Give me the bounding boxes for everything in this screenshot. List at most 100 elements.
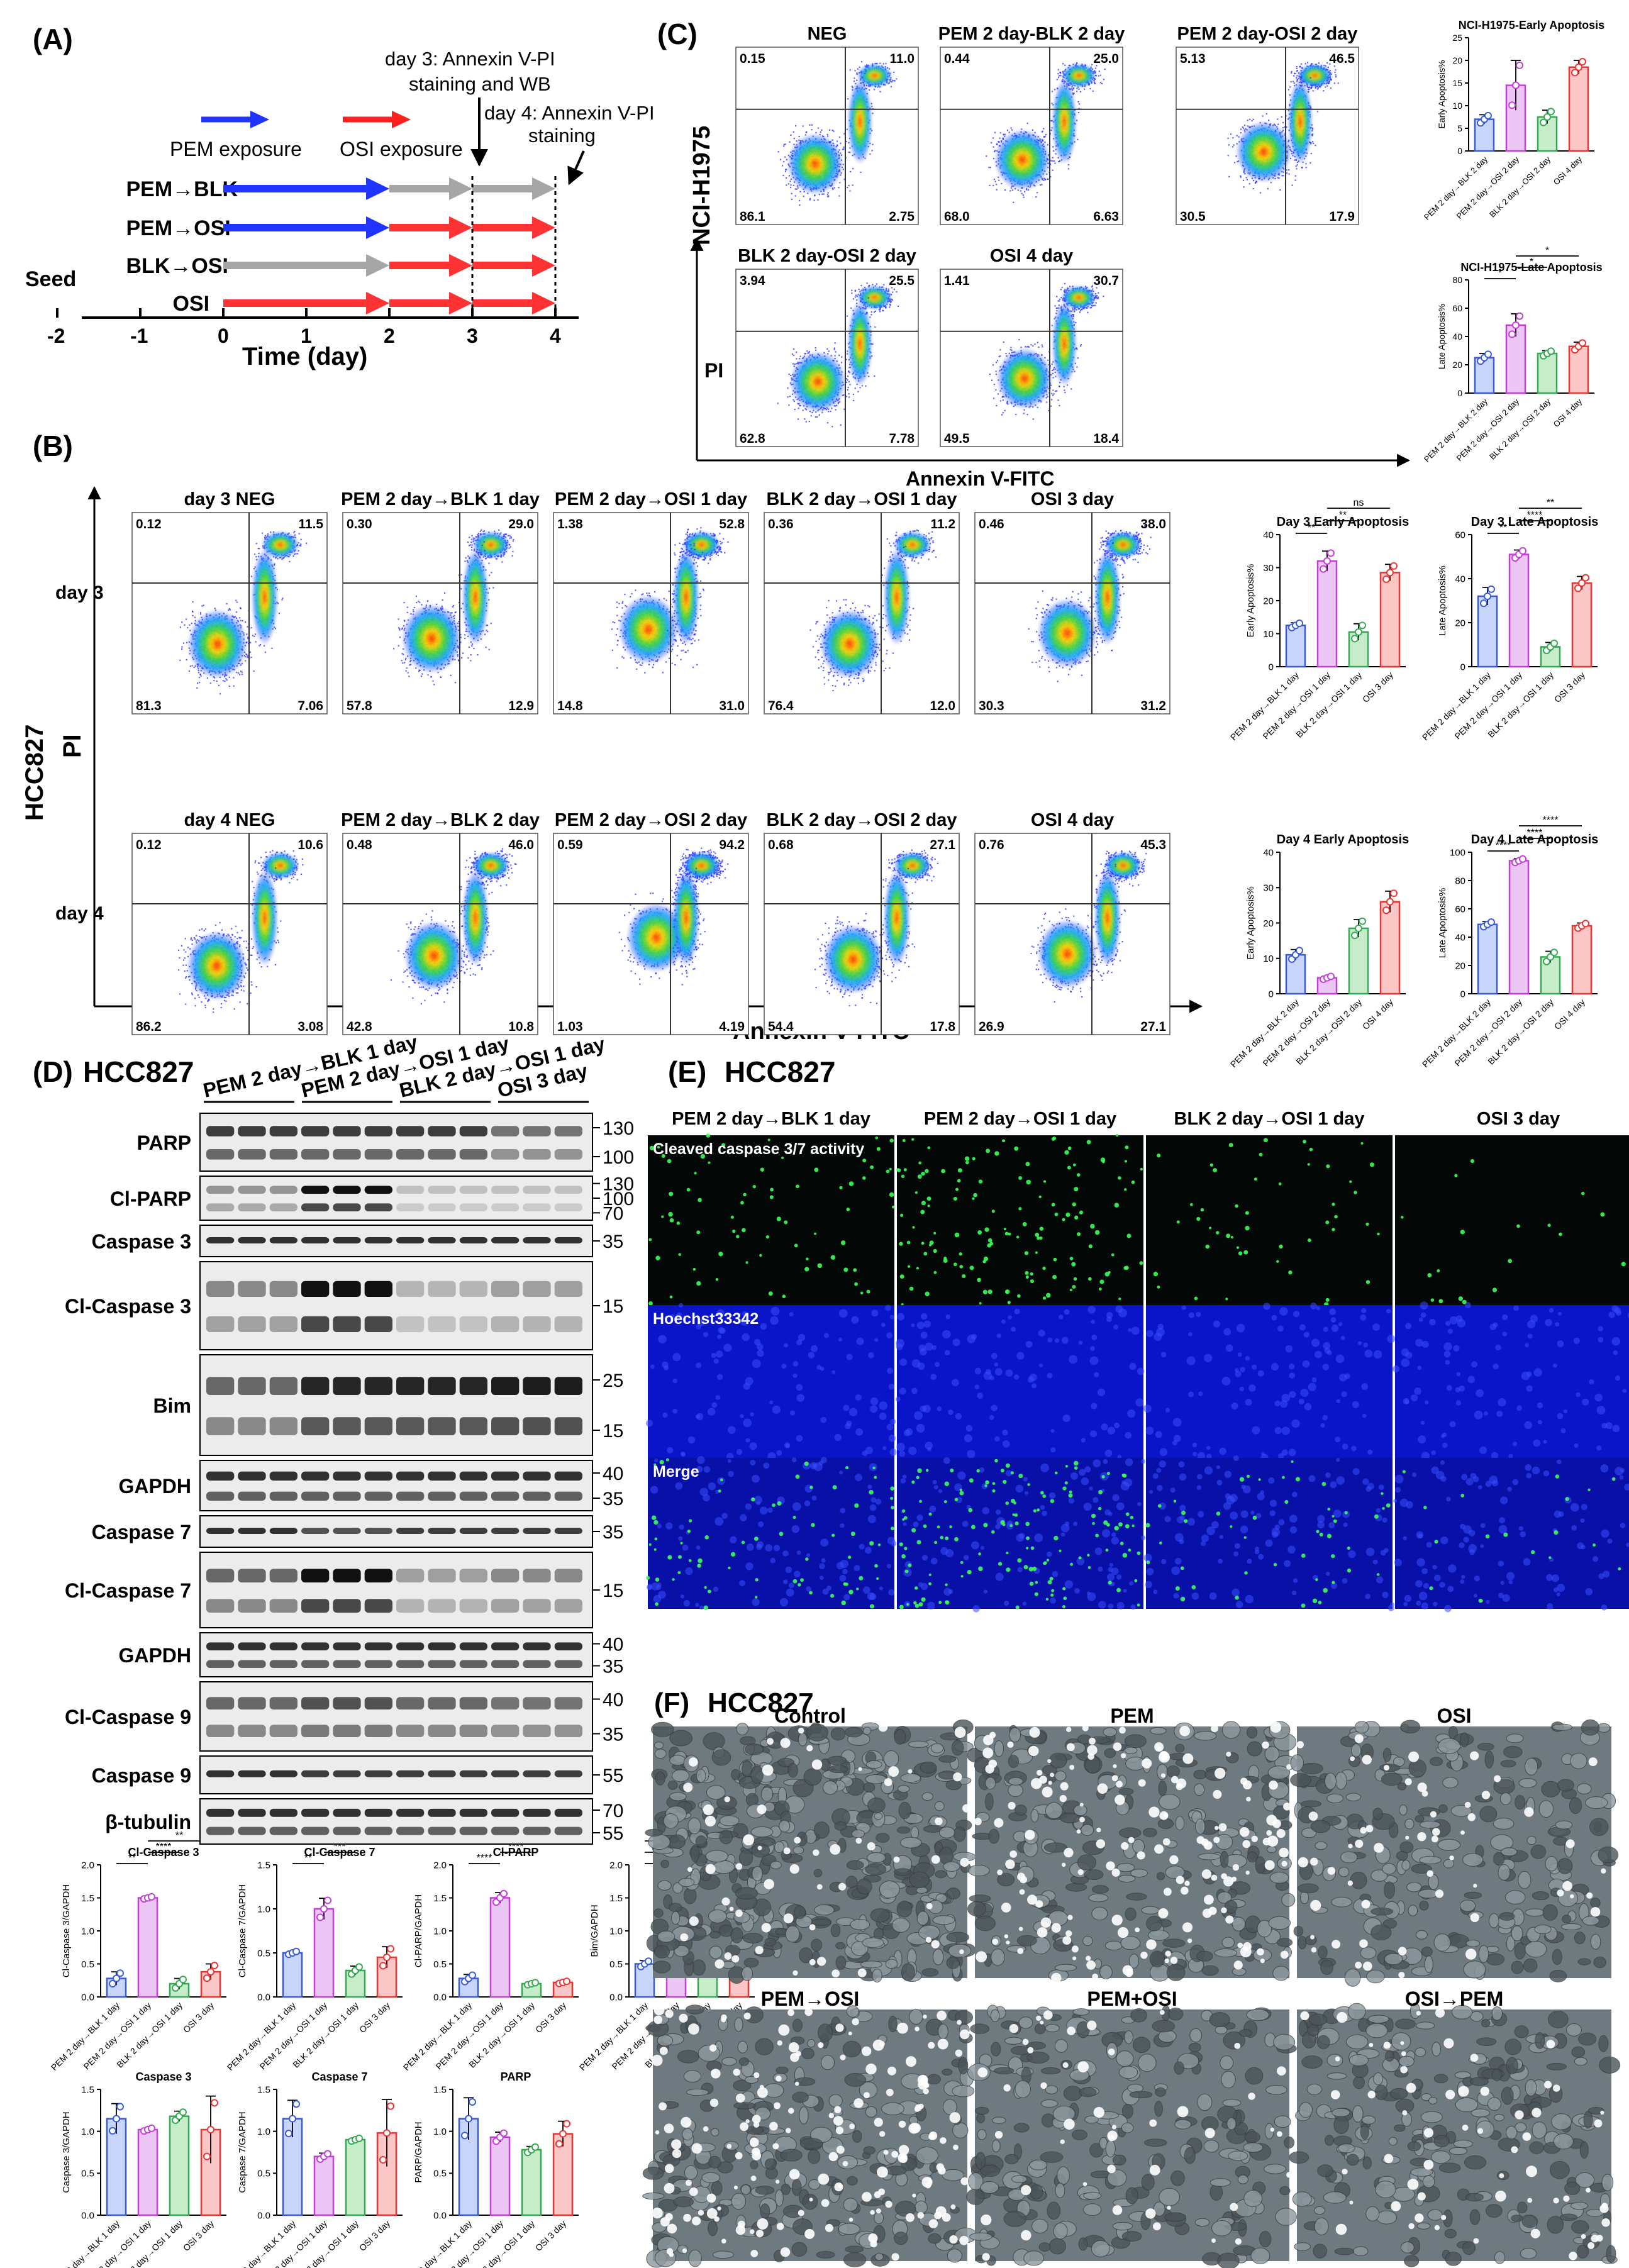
flow-event (1293, 75, 1295, 77)
flow-event (849, 190, 851, 192)
flow-event (1333, 82, 1335, 84)
flow-event (1098, 75, 1099, 77)
flow-event (1094, 82, 1096, 84)
quadrant-lower-right-value: 17.9 (1329, 209, 1355, 224)
flow-event (788, 404, 790, 406)
flow-event (1301, 63, 1303, 65)
flow-event (1021, 128, 1023, 130)
timeline-row-label: OSI (173, 292, 210, 316)
flow-event (827, 196, 829, 198)
note-day4-line1: day 4: Annexin V-PI (484, 102, 655, 124)
flow-event (782, 175, 784, 177)
flow-event (872, 113, 874, 114)
flow-event (789, 181, 791, 182)
flow-event (1077, 101, 1079, 103)
flow-event (837, 140, 838, 142)
flow-event (808, 421, 810, 423)
flow-event (848, 142, 850, 144)
legend-pem-label: PEM exposure (170, 138, 302, 160)
flow-event (1047, 144, 1048, 146)
flow-event (852, 87, 853, 89)
flow-event (1045, 178, 1047, 180)
flow-event (833, 187, 835, 189)
flow-event (845, 140, 847, 142)
flow-event (797, 187, 799, 189)
flow-event (1281, 116, 1282, 118)
flow-event (1034, 131, 1036, 133)
flow-event (1043, 136, 1045, 138)
flow-event (826, 194, 828, 196)
flow-event (1296, 67, 1298, 69)
flow-event (1288, 169, 1290, 171)
flow-event (835, 351, 837, 353)
flow-event (852, 184, 853, 186)
flow-density-core (787, 133, 843, 194)
flow-event (1236, 143, 1238, 145)
flow-event (796, 351, 798, 353)
flow-event (860, 171, 862, 173)
flow-event (853, 77, 855, 79)
flow-event (1052, 146, 1054, 148)
flow-event (884, 84, 886, 86)
flow-event (988, 167, 990, 169)
day4-pointer-arrow (567, 150, 585, 186)
flow-event (1293, 81, 1294, 82)
flow-event (1312, 128, 1314, 130)
flow-event (809, 124, 811, 126)
timeline-arrowhead (366, 292, 389, 314)
time-tick-label: 4 (550, 325, 561, 347)
flow-event (1078, 103, 1081, 105)
flow-event (856, 72, 858, 74)
flow-event (993, 178, 996, 181)
flow-event (1310, 153, 1312, 155)
flow-event (1076, 62, 1078, 64)
flow-event (1004, 189, 1006, 191)
flow-event (874, 63, 876, 65)
flow-event (1291, 72, 1293, 74)
flow-density-core (857, 64, 892, 87)
flow-event (1006, 130, 1009, 131)
flow-event (1316, 111, 1319, 113)
flow-event (871, 130, 873, 131)
quadrant-upper-left-value: 0.15 (740, 52, 765, 66)
flow-event (1009, 190, 1011, 192)
flow-event (1057, 77, 1060, 79)
flow-event (848, 393, 850, 395)
flow-event (1051, 120, 1053, 122)
flow-event (1099, 82, 1101, 84)
flow-event (1069, 65, 1071, 67)
flow-event (789, 186, 792, 188)
flow-event (1288, 173, 1290, 175)
flow-event (1067, 164, 1069, 165)
flow-event (1242, 126, 1243, 128)
timeline-arrowhead (366, 216, 389, 239)
flow-event (1323, 90, 1325, 92)
flow-event (1292, 155, 1294, 157)
flow-event (835, 409, 837, 411)
flow-event (817, 127, 820, 129)
flow-event (1313, 142, 1315, 144)
flow-event (1289, 146, 1291, 148)
flow-event (1296, 70, 1298, 72)
flow-event (838, 195, 840, 197)
flow-event (856, 79, 858, 81)
flow-event (994, 150, 996, 153)
flow-event (1059, 71, 1061, 74)
flow-event (811, 411, 813, 413)
flow-event (793, 138, 795, 140)
flow-event (1094, 71, 1096, 73)
flow-event (783, 143, 785, 145)
flow-event (856, 74, 858, 75)
flow-event (794, 408, 796, 411)
flow-event (1252, 187, 1254, 190)
flow-event (852, 168, 854, 170)
flow-event (1052, 169, 1054, 171)
flow-event (994, 181, 996, 182)
quadrant-upper-left-value: 5.13 (1180, 52, 1206, 66)
flow-event (794, 125, 797, 127)
flow-event (873, 89, 876, 91)
flow-event (1008, 131, 1010, 133)
flow-event (1045, 134, 1047, 136)
